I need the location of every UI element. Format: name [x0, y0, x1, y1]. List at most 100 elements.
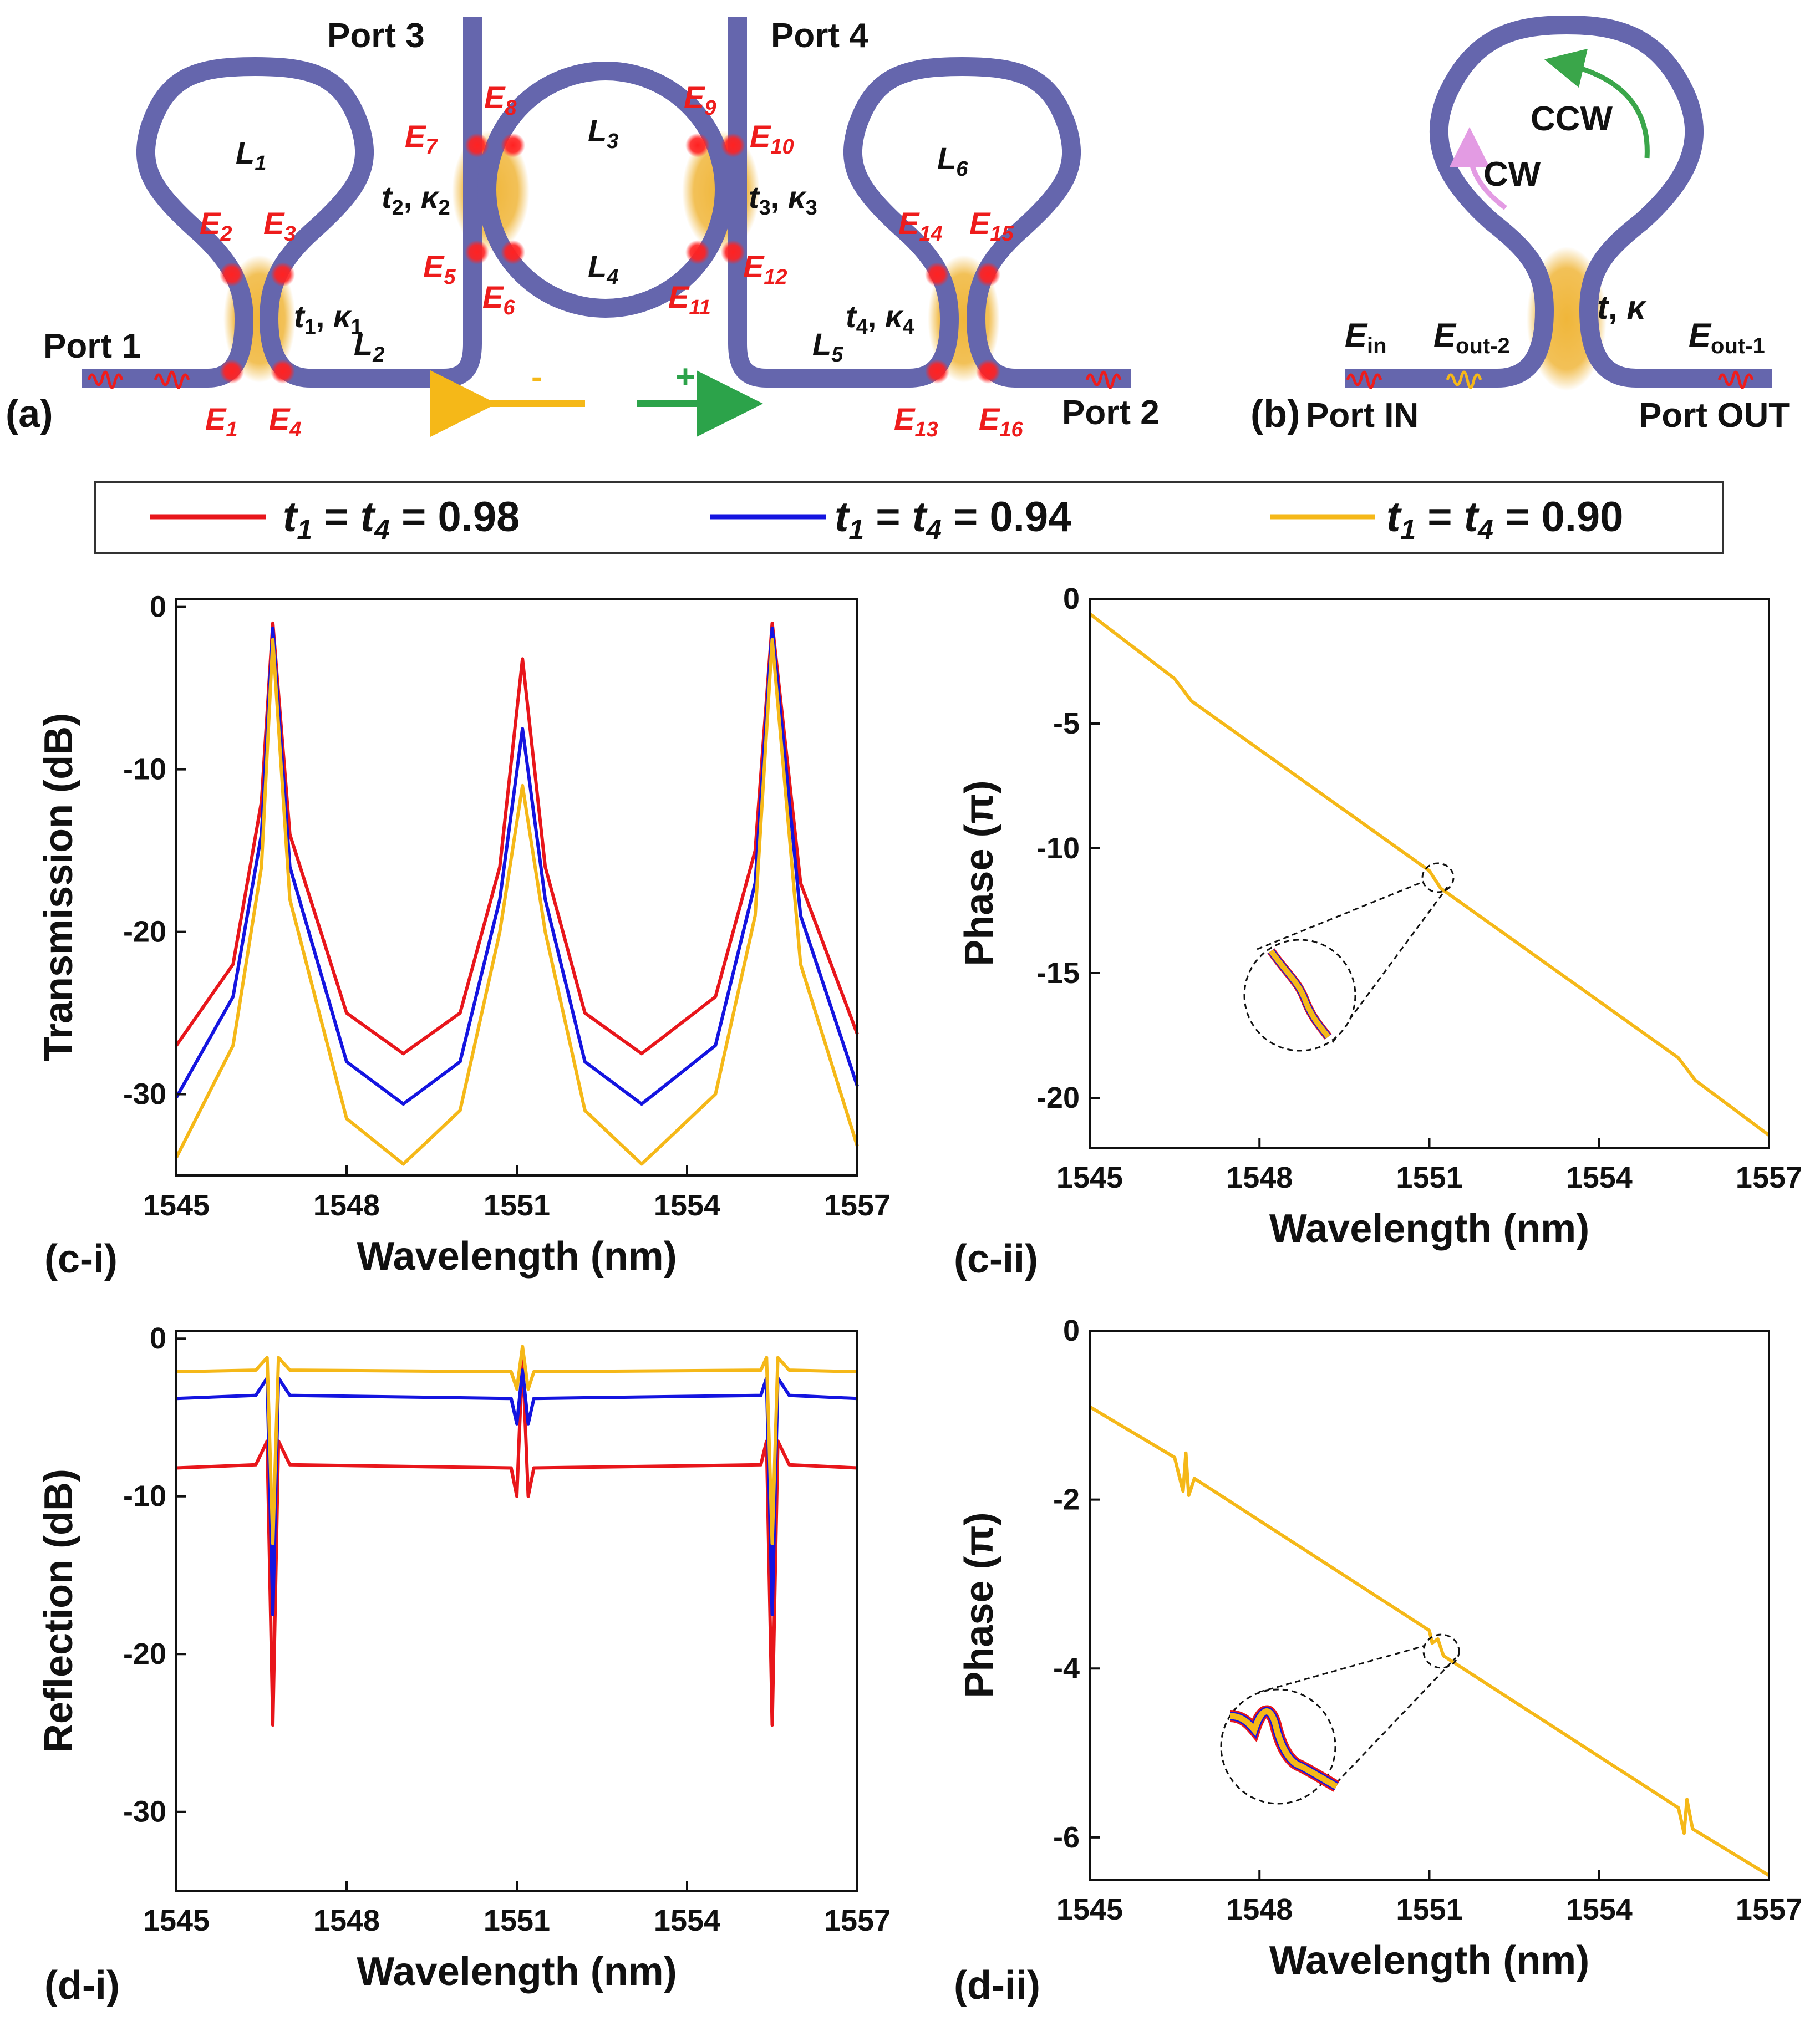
- transmission-phase-xtick-label-3: 1554: [1566, 1161, 1633, 1194]
- transmission-phase-series-0: [1089, 612, 1770, 1137]
- svg-text:L3: L3: [588, 113, 618, 153]
- svg-text:t2, κ2: t2, κ2: [382, 180, 450, 220]
- field-dots-a: [220, 133, 1000, 384]
- legend-entry-2: t1 = t4 = 0.90: [1270, 493, 1623, 545]
- transmission-phase-ytick-label-4: -20: [1036, 1081, 1080, 1114]
- chart-transmission-phase: 1545 1548 1551 1554 1557 0 -5 -10 -15 -20 Waveleng…: [954, 582, 1802, 1281]
- ccw-arrow: [1544, 48, 1650, 159]
- cw-arrow: [1450, 127, 1507, 210]
- transmission-phase-xlabel: Wavelength (nm): [1269, 1207, 1589, 1251]
- coupler-b-label: t, κ: [1597, 289, 1647, 326]
- svg-text:L5: L5: [812, 327, 843, 366]
- svg-text:E3: E3: [263, 206, 296, 246]
- transmission-xtick-label-3: 1554: [654, 1189, 720, 1222]
- reflection-ylabel: Reflection (dB): [37, 1469, 81, 1753]
- transmission-xtick-label-1: 1548: [313, 1189, 380, 1222]
- legend-label-0: t1 = t4 = 0.98: [283, 493, 520, 545]
- cw-label: CW: [1483, 155, 1541, 194]
- svg-text:L1: L1: [236, 135, 266, 175]
- wave-packets-a: [87, 370, 1122, 389]
- bus-b: [1345, 16, 1772, 388]
- svg-text:E14: E14: [898, 206, 943, 246]
- transmission-series-2: [175, 638, 859, 1166]
- reflection-ytick-label-3: -30: [123, 1795, 166, 1829]
- reflection-xtick-label-2: 1551: [484, 1904, 550, 1937]
- svg-text:E1: E1: [205, 401, 238, 441]
- reflection-phase-frame: [1089, 1330, 1770, 1881]
- reflection-phase-ytick-label-0: 0: [1063, 1314, 1080, 1347]
- port-3-label: Port 3: [327, 17, 425, 55]
- diagram-b: CCW CW (b) Port IN Port OUT Ein Eout-2 E…: [1250, 16, 1790, 435]
- svg-text:E15: E15: [969, 206, 1014, 246]
- reflection-phase-ytick-label-2: -4: [1053, 1652, 1080, 1685]
- port-4-label: Port 4: [771, 17, 868, 55]
- transmission-phase-xtick-label-4: 1557: [1736, 1161, 1802, 1194]
- reflection-xtick-label-0: 1545: [143, 1904, 210, 1937]
- reflection-xlabel: Wavelength (nm): [357, 1949, 677, 1994]
- reflection-phase-panel-label: (d-ii): [954, 1963, 1040, 2008]
- transmission-xtick-label-2: 1551: [484, 1189, 550, 1222]
- transmission-panel-label: (c-i): [44, 1237, 118, 1281]
- ring-l3-l4: [477, 62, 734, 318]
- svg-text:E11: E11: [668, 279, 711, 319]
- reflection-xtick-label-3: 1554: [654, 1904, 720, 1937]
- transmission-phase-ylabel: Phase (π): [957, 780, 1001, 966]
- minus-sign: -: [531, 358, 542, 395]
- reflection-ytick-label-0: 0: [150, 1322, 166, 1355]
- reflection-phase-ytick-label-3: -6: [1053, 1821, 1080, 1854]
- e-in-label: Ein: [1345, 317, 1387, 358]
- reflection-phase-xtick-label-1: 1548: [1226, 1893, 1293, 1926]
- reflection-phase-xtick-label-4: 1557: [1736, 1893, 1802, 1926]
- transmission-xlabel: Wavelength (nm): [357, 1234, 677, 1279]
- svg-text:E12: E12: [743, 249, 787, 289]
- legend-entry-1: t1 = t4 = 0.94: [710, 493, 1071, 545]
- zoom-inset-d-ii: [1220, 1633, 1460, 1805]
- transmission-xtick-label-4: 1557: [824, 1189, 891, 1222]
- svg-text:t3, κ3: t3, κ3: [749, 180, 817, 220]
- svg-text:E7: E7: [405, 119, 438, 159]
- wave-packets-b: [1346, 370, 1754, 389]
- ccw-label: CCW: [1531, 100, 1613, 138]
- svg-text:L6: L6: [937, 141, 968, 181]
- field-labels-a: E1 E2 E3 E4 E5 E6 E7 E8 E9 E10 E11 E12 E…: [200, 80, 1023, 441]
- diagram-a: - + Port 1 Port 2 Port 3 Port 4 (a) E1 E…: [6, 17, 1160, 441]
- port-2-label: Port 2: [1062, 394, 1160, 432]
- e-out1-label: Eout-1: [1689, 317, 1765, 358]
- svg-text:E9: E9: [684, 80, 716, 120]
- reflection-xtick-label-1: 1548: [313, 1904, 380, 1937]
- panel-label-b: (b): [1250, 392, 1300, 435]
- reflection-ytick-label-1: -10: [123, 1480, 166, 1513]
- svg-text:E5: E5: [423, 249, 456, 289]
- transmission-ytick-label-0: 0: [150, 590, 166, 624]
- chart-transmission: 1545 1548 1551 1554 1557 0 -10 -20 -30 Wavelength…: [37, 590, 891, 1281]
- reflection-xtick-label-4: 1557: [824, 1904, 891, 1937]
- svg-text:t4, κ4: t4, κ4: [846, 299, 914, 339]
- chart-reflection-phase: 1545 1548 1551 1554 1557 0 -2 -4 -6 Wavelength (n…: [954, 1314, 1802, 2008]
- reflection-phase-xlabel: Wavelength (nm): [1269, 1938, 1589, 1983]
- transmission-phase-xtick-label-0: 1545: [1056, 1161, 1123, 1194]
- panel-label-a: (a): [6, 392, 53, 435]
- transmission-ylabel: Transmission (dB): [37, 713, 81, 1061]
- transmission-phase-ytick-label-2: -10: [1036, 832, 1080, 865]
- transmission-ytick-label-3: -30: [123, 1078, 166, 1111]
- legend-box: [94, 481, 1724, 554]
- zoom-inset-c-ii: [1243, 862, 1455, 1052]
- reflection-ytick-label-2: -20: [123, 1637, 166, 1671]
- transmission-phase-ytick-label-3: -15: [1036, 956, 1080, 990]
- reflection-phase-xtick-label-2: 1551: [1396, 1893, 1462, 1926]
- legend-label-2: t1 = t4 = 0.90: [1386, 493, 1623, 545]
- plus-sign: +: [675, 358, 695, 395]
- svg-text:L2: L2: [354, 327, 384, 366]
- transmission-phase-ytick-label-1: -5: [1053, 707, 1080, 740]
- reflection-phase-ytick-label-1: -2: [1053, 1483, 1080, 1516]
- chart-reflection: 1545 1548 1551 1554 1557 0 -10 -20 -30 Wavelength…: [37, 1322, 891, 2008]
- waveguides-a: [82, 17, 1131, 388]
- transmission-xtick-label-0: 1545: [143, 1189, 210, 1222]
- svg-text:E16: E16: [979, 401, 1023, 441]
- svg-text:E13: E13: [894, 401, 938, 441]
- svg-text:L4: L4: [588, 249, 618, 289]
- transmission-ytick-label-1: -10: [123, 753, 166, 786]
- wave-packet-out2: [1446, 370, 1482, 389]
- transmission-phase-xtick-label-1: 1548: [1226, 1161, 1293, 1194]
